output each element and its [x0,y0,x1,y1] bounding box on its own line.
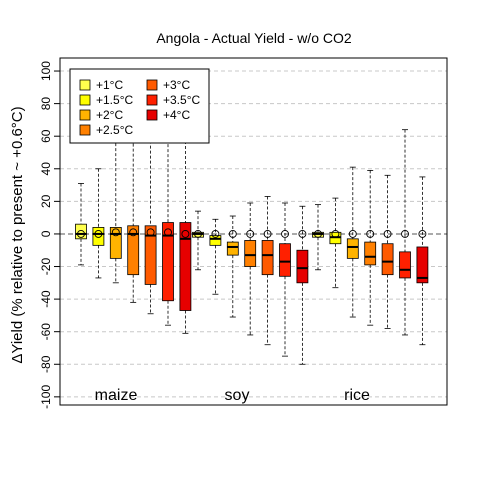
plot-frame [59,57,448,406]
box-group-rice [312,129,429,346]
y-tick-label: -20 [39,258,53,276]
box [179,222,192,311]
y-tick-label: -100 [39,385,53,409]
mean-marker [366,229,375,238]
legend-swatch [146,109,158,121]
legend-swatch [79,94,91,106]
mean-marker [129,228,138,237]
chart-title: Angola - Actual Yield - w/o CO2 [156,30,352,46]
y-tick-label: 60 [39,129,53,143]
box [244,240,257,267]
legend-label: +4°C [163,108,190,122]
legend-swatch [79,79,91,91]
legend-label: +2.5°C [96,123,133,137]
box [209,235,222,246]
mean-marker [146,228,155,237]
box [279,243,291,277]
crop-labels: maize soy rice [95,387,370,404]
mean-marker [418,229,427,238]
legend-label: +1°C [96,78,123,92]
mean-marker [314,229,322,238]
mean-marker [111,228,120,237]
legend-label: +3.5°C [163,93,200,107]
y-tick-label: -60 [39,323,53,341]
box [346,238,359,259]
box [296,249,309,284]
box [109,227,122,259]
legend-box [69,68,210,144]
box [416,246,429,284]
box [364,241,377,266]
legend-label: +3°C [163,78,190,92]
y-tick-label: -80 [39,355,53,373]
legend-swatch [146,79,158,91]
mean-marker [94,229,103,238]
box [144,225,157,285]
y-tick-label: -40 [39,290,53,308]
mean-marker [228,229,237,238]
box [399,251,411,279]
mean-marker [194,229,202,238]
box-group-soy [192,196,309,365]
y-tick-label: 20 [39,194,53,208]
mean-marker [281,229,289,238]
mean-marker [181,229,190,238]
mean-marker [77,229,85,238]
mean-marker [331,229,340,238]
legend-swatch [79,109,91,121]
box [75,223,87,240]
legend-swatch [79,124,91,136]
box [92,227,105,246]
y-axis-label: ΔYield (% relative to present ~ +0.6°C) [9,106,26,363]
mean-marker [211,229,220,238]
box [226,241,239,256]
crop-label-soy: soy [225,387,250,404]
legend-label: +1.5°C [96,93,133,107]
mean-marker [383,229,392,238]
mean-marker [298,229,307,238]
mean-marker [246,229,255,238]
y-axis: -100 -80 -60 -40 -20 0 20 40 60 80 100 [39,61,60,409]
mean-marker [401,229,409,238]
box [261,240,274,276]
y-tick-label: 40 [39,162,53,176]
mean-marker [164,228,172,237]
box [162,222,174,302]
y-tick-label: 80 [39,97,53,111]
mean-marker [263,229,272,238]
y-tick-label: 0 [39,230,53,237]
crop-label-maize: maize [95,387,138,404]
legend: +1°C+1.5°C+2°C+2.5°C +3°C+3.5°C+4°C [69,68,210,144]
crop-label-rice: rice [344,387,370,404]
box-series [75,70,429,365]
legend-swatch [146,94,158,106]
legend-label: +2°C [96,108,123,122]
box [381,243,394,276]
box [127,225,140,276]
mean-marker [348,229,357,238]
y-tick-label: 100 [39,61,53,81]
